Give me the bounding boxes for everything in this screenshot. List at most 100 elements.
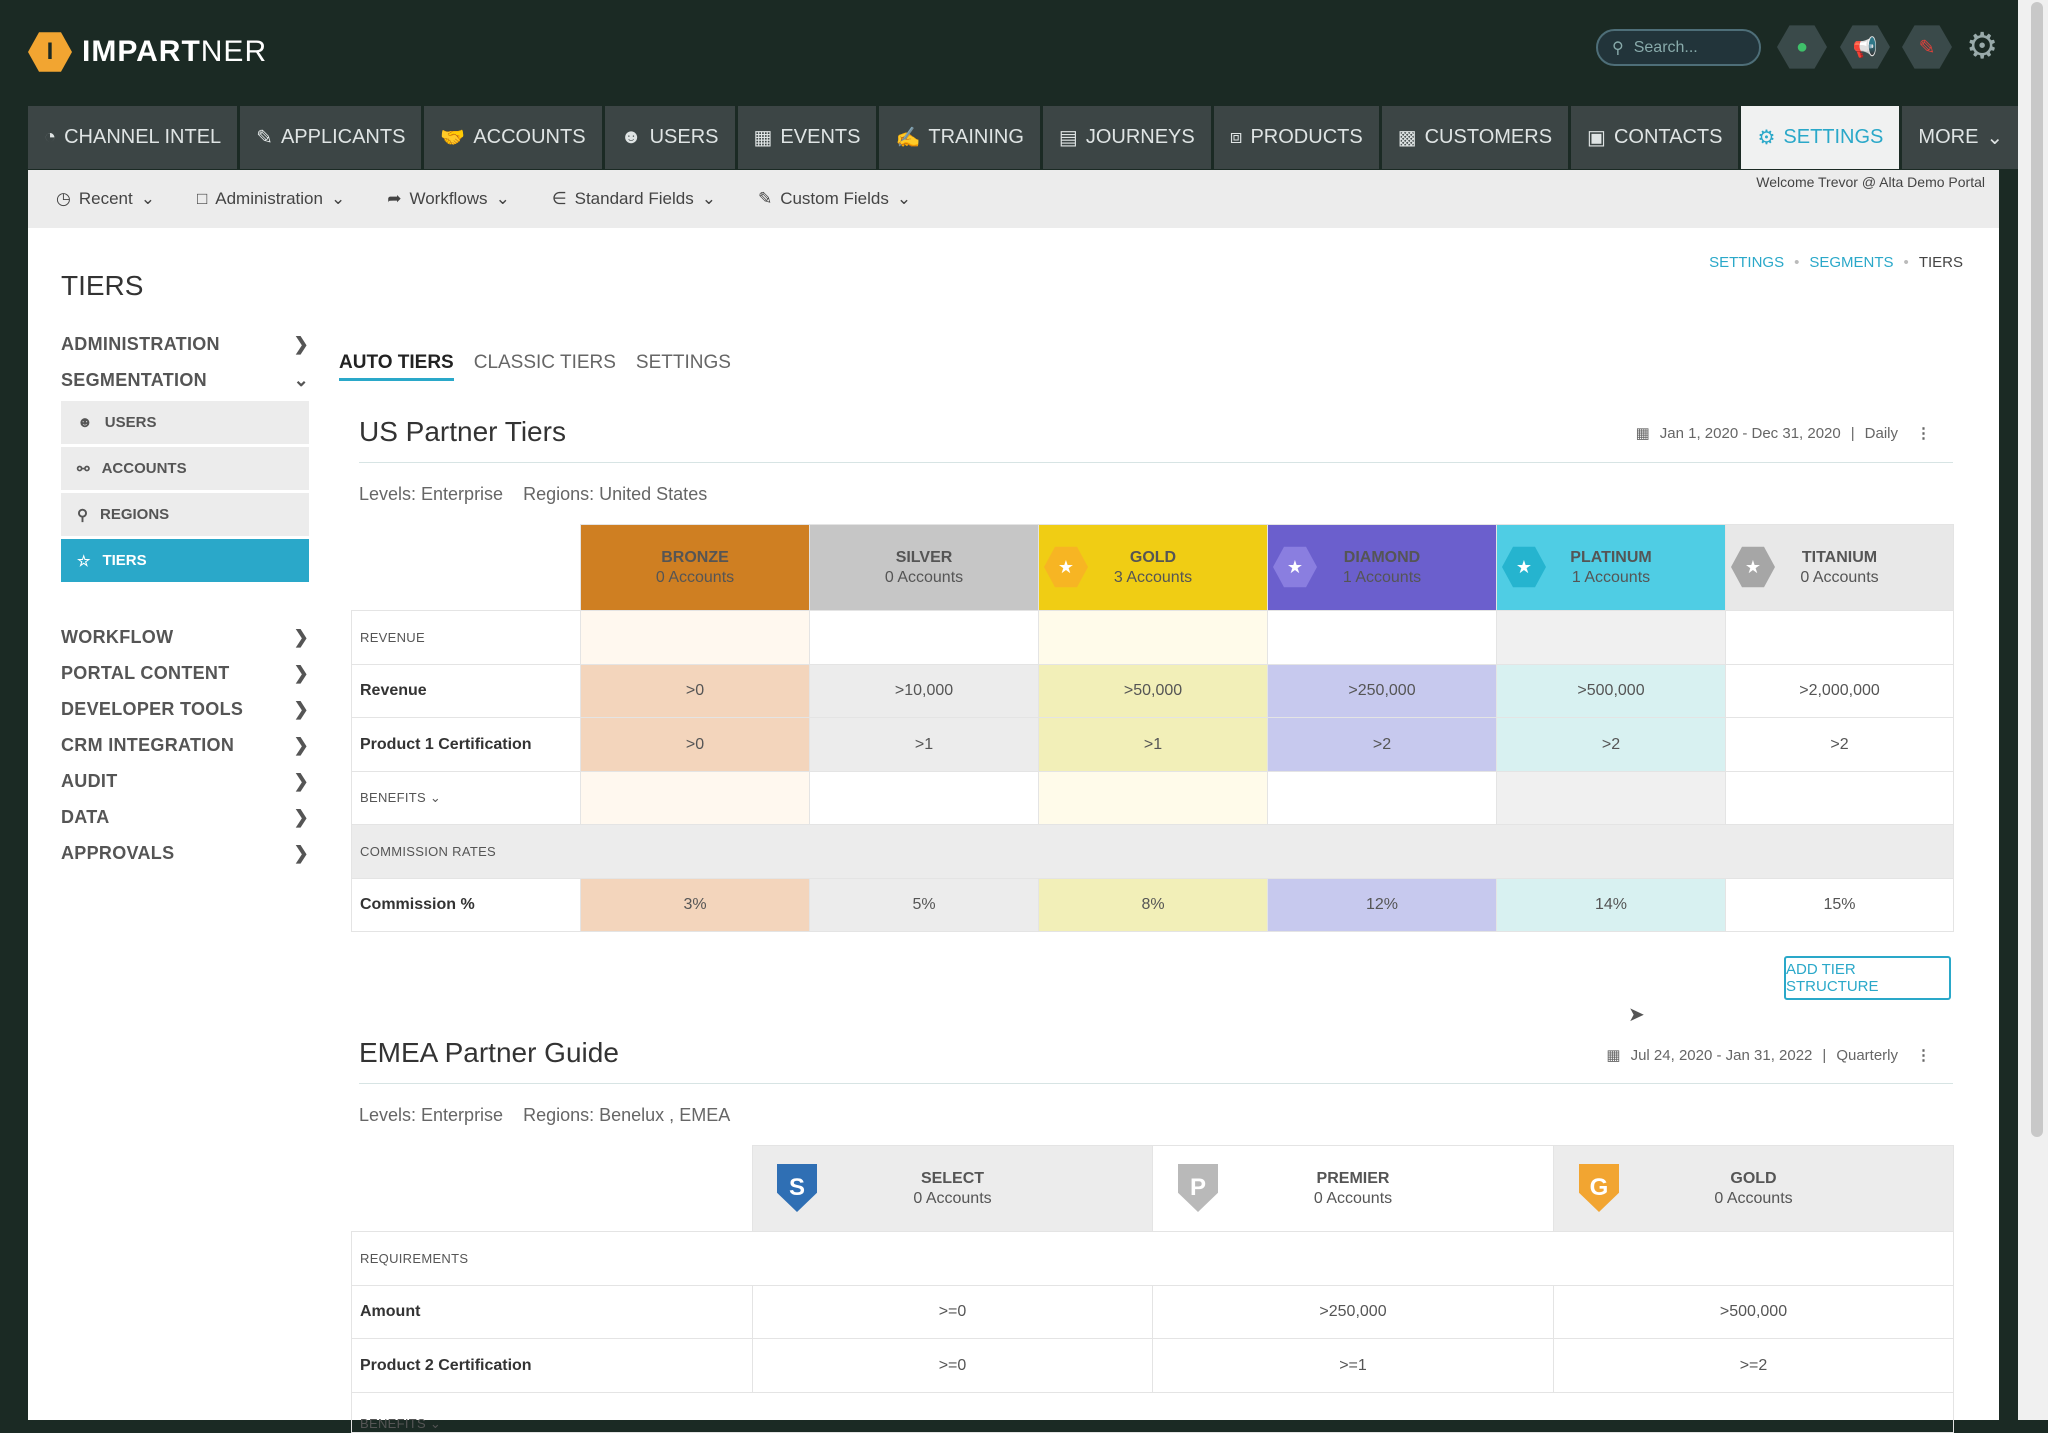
more-options-icon[interactable]: ⋮ xyxy=(1916,425,1931,442)
sidebar-item-data[interactable]: DATA ❯ xyxy=(61,806,309,827)
edit-mode-button[interactable]: ✎ xyxy=(1902,25,1952,69)
tier-header-silver[interactable]: SILVER 0 Accounts xyxy=(809,524,1039,611)
sidebar-subitem-accounts[interactable]: ⚯ ACCOUNTS xyxy=(61,447,309,490)
row-label: Commission % xyxy=(351,878,581,932)
nav-tab-users[interactable]: ☻ USERS xyxy=(604,106,735,169)
nav-tab-settings[interactable]: ⚙ SETTINGS xyxy=(1741,106,1900,169)
calendar-icon: ▦ xyxy=(1606,1047,1621,1064)
nav-tab-accounts[interactable]: 🤝 ACCOUNTS xyxy=(424,106,602,169)
nav-tab-more[interactable]: MORE ⌄ xyxy=(1902,106,2020,169)
tier-header-premier[interactable]: PREMIER 0 Accounts xyxy=(1152,1145,1554,1232)
welcome-text: Welcome Trevor @ Alta Demo Portal xyxy=(1756,174,1985,190)
gear-icon[interactable]: ⚙ xyxy=(1966,25,1999,66)
value-cell: >1 xyxy=(809,717,1039,772)
chevron-down-icon: ⌄ xyxy=(701,189,716,208)
benefits-row: BENEFITS ⌄ xyxy=(351,771,1954,825)
sidebar-item-crm-integration[interactable]: CRM INTEGRATION ❯ xyxy=(61,734,309,755)
pencil-icon: ✎ xyxy=(256,127,273,149)
search-placeholder: Search... xyxy=(1633,38,1698,56)
breadcrumb-tiers: TIERS xyxy=(1918,254,1963,271)
tier-header-select[interactable]: SELECT 0 Accounts xyxy=(752,1145,1153,1232)
search-input[interactable]: ⚲ Search... xyxy=(1596,29,1761,66)
nav-tab-products[interactable]: ⧈ PRODUCTS xyxy=(1213,106,1379,169)
certification-row: Product 1 Certification >0 >1 >1 >2 >2 >… xyxy=(351,717,1954,772)
benefits-toggle[interactable]: BENEFITS ⌄ xyxy=(351,1392,1954,1433)
sidebar-item-segmentation[interactable]: SEGMENTATION ⌄ xyxy=(61,369,309,390)
value-cell: >2 xyxy=(1496,717,1726,772)
us-tiers-table: BRONZE 0 Accounts SILVER 0 Accounts GOLD 3 … xyxy=(351,524,1954,932)
empty-cell xyxy=(1038,771,1268,825)
sidebar-item-administration[interactable]: ADMINISTRATION ❯ xyxy=(61,333,309,354)
certification-row: Product 2 Certification >=0 >=1 >=2 xyxy=(351,1338,1954,1393)
value-cell: >2 xyxy=(1725,717,1954,772)
benefits-row: BENEFITS ⌄ xyxy=(351,1392,1954,1433)
sidebar-subitem-users[interactable]: ☻ USERS xyxy=(61,401,309,444)
scrollbar-thumb[interactable] xyxy=(2031,2,2043,1137)
tier-header-row: BRONZE 0 Accounts SILVER 0 Accounts GOLD 3 … xyxy=(351,524,1954,611)
sidebar-item-workflow[interactable]: WORKFLOW ❯ xyxy=(61,626,309,647)
benefits-toggle[interactable]: BENEFITS ⌄ xyxy=(351,771,581,825)
subnav-custom-fields[interactable]: ✎ Custom Fields ⌄ xyxy=(757,189,912,208)
platinum-badge-icon: ★ xyxy=(1502,546,1546,588)
nav-tab-contacts[interactable]: ▣ CONTACTS xyxy=(1571,106,1739,169)
value-cell: >2 xyxy=(1267,717,1497,772)
nav-tab-journeys[interactable]: ▤ JOURNEYS xyxy=(1042,106,1211,169)
more-options-icon[interactable]: ⋮ xyxy=(1916,1047,1931,1064)
tier-header-gold[interactable]: GOLD 0 Accounts xyxy=(1553,1145,1954,1232)
subnav-workflows[interactable]: ➦ Workflows ⌄ xyxy=(387,189,510,208)
sidebar: ADMINISTRATION ❯ SEGMENTATION ⌄ ☻ USERS ⚯ AC… xyxy=(61,326,309,871)
content-area: SETTINGS • SEGMENTS • TIERS TIERS ADMINI… xyxy=(28,228,1999,1433)
impartner-logo[interactable]: I IMPARTNER xyxy=(28,30,267,74)
sidebar-subitem-regions[interactable]: ⚲ REGIONS xyxy=(61,493,309,536)
share-icon: ➦ xyxy=(387,189,402,208)
nav-tab-applicants[interactable]: ✎ APPLICANTS xyxy=(240,106,422,169)
chevron-right-icon: ❯ xyxy=(293,842,309,863)
meta-divider: | xyxy=(1850,424,1855,442)
chevron-right-icon: ❯ xyxy=(293,698,309,719)
megaphone-icon: 📢 xyxy=(1852,36,1878,59)
section-label: COMMISSION RATES xyxy=(351,824,1954,879)
star-icon: ☆ xyxy=(77,552,91,570)
chevron-right-icon: ❯ xyxy=(293,626,309,647)
chevron-right-icon: ❯ xyxy=(293,806,309,827)
nav-tab-events[interactable]: ▦ EVENTS xyxy=(737,106,877,169)
sidebar-item-audit[interactable]: AUDIT ❯ xyxy=(61,770,309,791)
gauge-icon: ◔ xyxy=(44,126,57,148)
nav-tab-training[interactable]: ✍ TRAINING xyxy=(879,106,1040,169)
sidebar-spacer xyxy=(61,585,309,619)
sidebar-item-developer-tools[interactable]: DEVELOPER TOOLS ❯ xyxy=(61,698,309,719)
add-tier-structure-button[interactable]: ADD TIER STRUCTURE xyxy=(1784,956,1951,1000)
tier-header-gold[interactable]: GOLD 3 Accounts xyxy=(1038,524,1268,611)
value-cell: >250,000 xyxy=(1267,664,1497,718)
contact-icon: ▣ xyxy=(1587,127,1606,149)
box-icon: ⧈ xyxy=(1229,126,1243,148)
gold-badge-icon: ★ xyxy=(1044,546,1088,588)
breadcrumb-settings[interactable]: SETTINGS xyxy=(1709,254,1785,271)
tier-header-bronze[interactable]: BRONZE 0 Accounts xyxy=(580,524,810,611)
tab-auto-tiers[interactable]: AUTO TIERS xyxy=(339,352,454,381)
row-label: Revenue xyxy=(351,664,581,718)
tab-classic-tiers[interactable]: CLASSIC TIERS xyxy=(473,352,616,373)
sidebar-item-approvals[interactable]: APPROVALS ❯ xyxy=(61,842,309,863)
breadcrumb-segments[interactable]: SEGMENTS xyxy=(1809,254,1894,271)
tab-settings[interactable]: SETTINGS xyxy=(635,352,731,373)
empty-cell xyxy=(1267,610,1497,665)
logo-text: IMPARTNER xyxy=(82,35,268,68)
nav-tab-channel-intel[interactable]: ◔ CHANNEL INTEL xyxy=(28,106,238,169)
user-profile-button[interactable]: ● xyxy=(1777,25,1827,69)
chevron-down-icon: ⌄ xyxy=(495,189,510,208)
divider xyxy=(359,1083,1953,1084)
subnav-administration[interactable]: □ Administration ⌄ xyxy=(196,189,346,208)
sidebar-item-portal-content[interactable]: PORTAL CONTENT ❯ xyxy=(61,662,309,683)
subnav-standard-fields[interactable]: ∈ Standard Fields ⌄ xyxy=(551,189,716,208)
clock-icon: ◷ xyxy=(56,189,71,208)
nav-tab-customers[interactable]: ▩ CUSTOMERS xyxy=(1381,106,1569,169)
value-cell: 15% xyxy=(1725,878,1954,932)
sidebar-subitem-tiers[interactable]: ☆ TIERS xyxy=(61,539,309,582)
subnav-recent[interactable]: ◷ Recent ⌄ xyxy=(56,189,155,208)
chevron-down-icon: ⌄ xyxy=(429,790,442,805)
chevron-down-icon: ⌄ xyxy=(140,189,155,208)
revenue-row: Revenue >0 >10,000 >50,000 >250,000 >500… xyxy=(351,664,1954,718)
chevron-down-icon: ⌄ xyxy=(330,189,346,208)
announcements-button[interactable]: 📢 xyxy=(1840,25,1890,69)
